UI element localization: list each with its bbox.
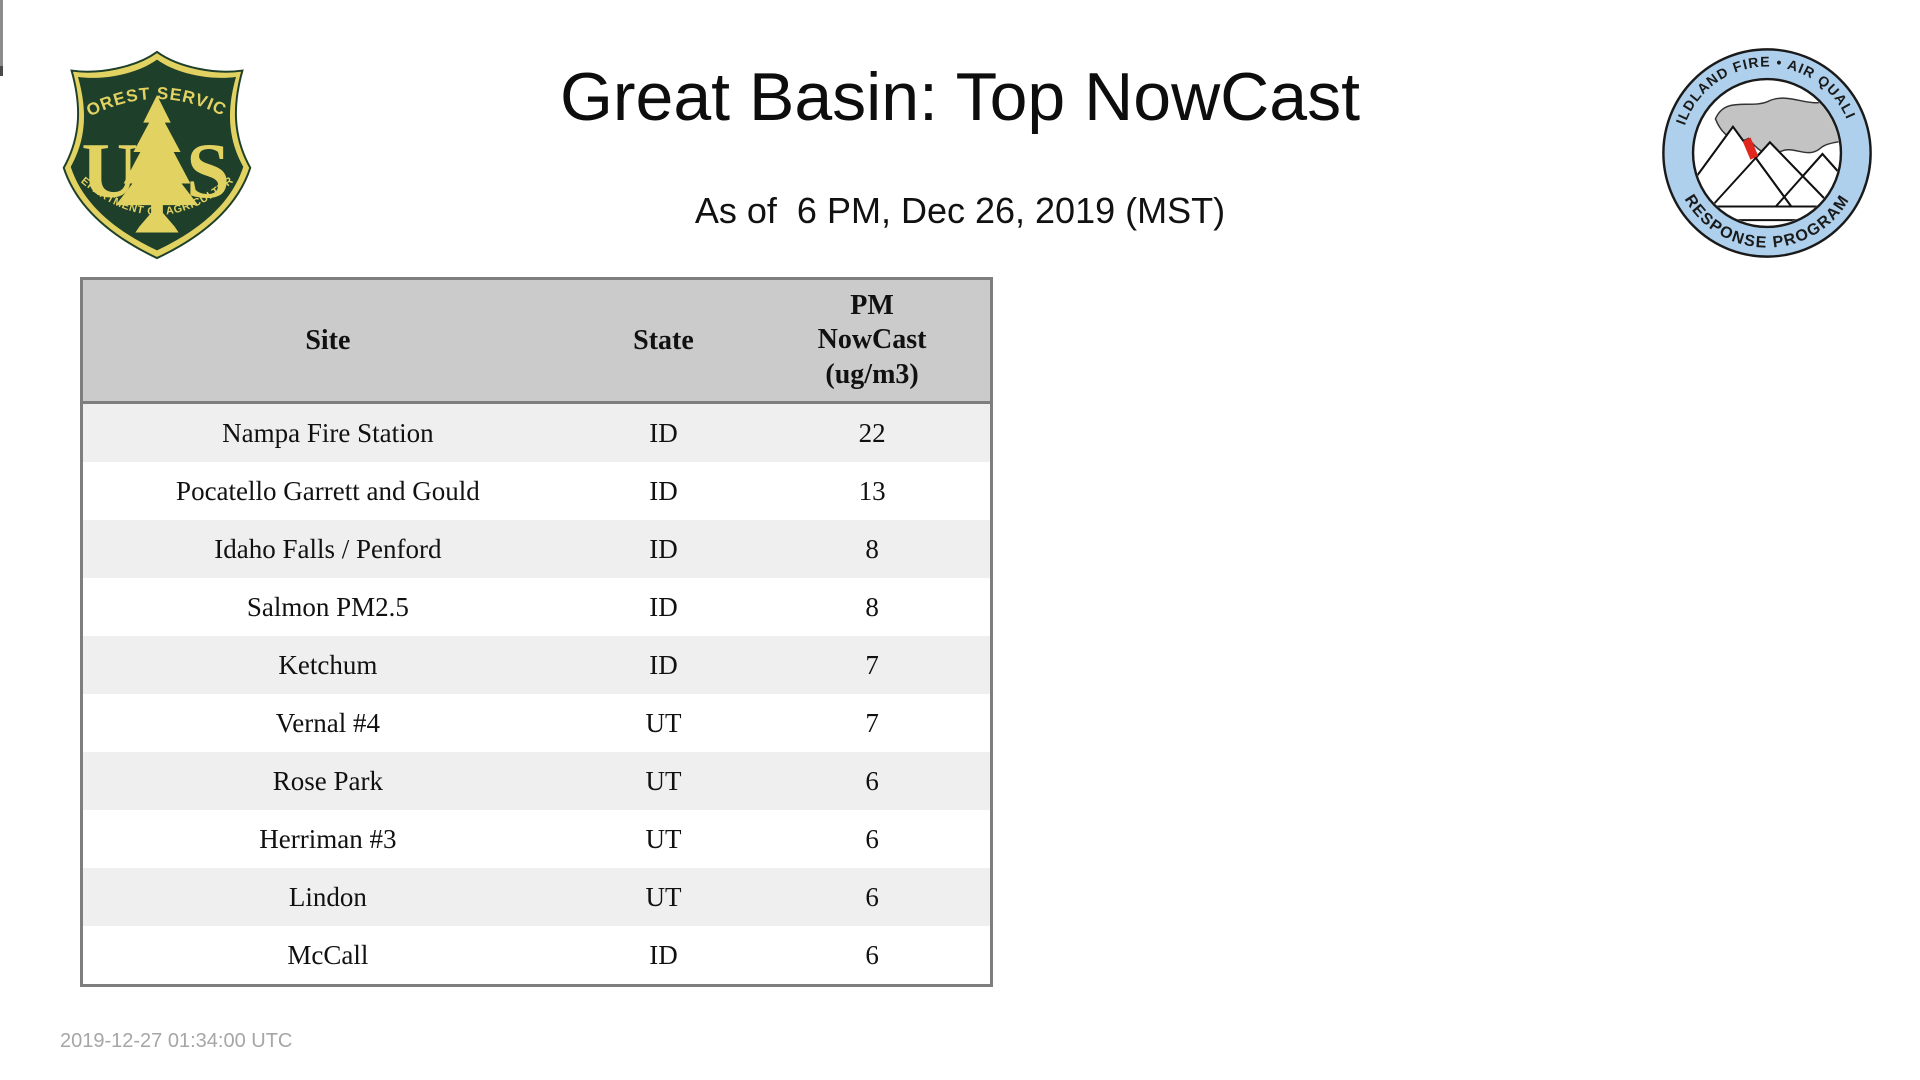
value-cell: 8 — [865, 591, 879, 622]
usfs-tree-icon — [115, 95, 199, 233]
value-cell: 6 — [865, 823, 879, 854]
value-cell: 6 — [865, 765, 879, 796]
table-row: Ketchum ID 7 — [83, 636, 990, 694]
value-cell: 6 — [865, 939, 879, 970]
flame-marker-icon — [1742, 137, 1759, 160]
value-cell: 6 — [865, 881, 879, 912]
state-cell: ID — [649, 475, 678, 506]
screen-edge-artifact — [0, 0, 3, 76]
wfaqrp-seal-icon: WILDLAND FIRE • AIR QUALITY RESPONSE PRO… — [1652, 32, 1872, 258]
state-cell: UT — [645, 881, 682, 912]
header-state: State — [633, 324, 694, 356]
value-cell: 13 — [858, 475, 886, 506]
table-row: Lindon UT 6 — [83, 868, 990, 926]
state-cell: ID — [649, 649, 678, 680]
header-pm-line1: PM — [850, 290, 894, 322]
site-cell: McCall — [287, 939, 369, 970]
site-cell: Lindon — [288, 881, 367, 912]
header-pm-nowcast: PM NowCast (ug/m3) — [754, 289, 990, 391]
value-cell: 7 — [865, 707, 879, 738]
site-cell: Herriman #3 — [259, 823, 397, 854]
table-row: Idaho Falls / Penford ID 8 — [83, 520, 990, 578]
table-row: Herriman #3 UT 6 — [83, 810, 990, 868]
state-cell: UT — [645, 707, 682, 738]
footer-timestamp: 2019-12-27 01:34:00 UTC — [60, 1030, 293, 1052]
table-row: Vernal #4 UT 7 — [83, 694, 990, 752]
table-row: McCall ID 6 — [83, 926, 990, 984]
state-cell: ID — [649, 533, 678, 564]
nowcast-table: Site State PM NowCast (ug/m3) Nampa Fire… — [80, 277, 993, 987]
table-row: Pocatello Garrett and Gould ID 13 — [83, 462, 990, 520]
table-row: Nampa Fire Station ID 22 — [83, 404, 990, 462]
table-row: Salmon PM2.5 ID 8 — [83, 578, 990, 636]
header-site: Site — [305, 324, 351, 356]
site-cell: Nampa Fire Station — [222, 417, 434, 448]
site-cell: Pocatello Garrett and Gould — [176, 475, 480, 506]
page-subtitle: As of 6 PM, Dec 26, 2019 (MST) — [694, 190, 1226, 231]
value-cell: 22 — [858, 417, 886, 448]
state-cell: ID — [649, 417, 678, 448]
site-cell: Rose Park — [272, 765, 383, 796]
wfaqrp-logo: WILDLAND FIRE • AIR QUALITY RESPONSE PRO… — [1652, 32, 1875, 261]
state-cell: ID — [649, 939, 678, 970]
site-cell: Vernal #4 — [275, 707, 380, 738]
value-cell: 8 — [865, 533, 879, 564]
site-cell: Ketchum — [278, 649, 378, 680]
site-cell: Idaho Falls / Penford — [214, 533, 442, 564]
value-cell: 7 — [865, 649, 879, 680]
state-cell: ID — [649, 591, 678, 622]
header-pm-line3: (ug/m3) — [825, 358, 919, 390]
table-row: Rose Park UT 6 — [83, 752, 990, 810]
state-cell: UT — [645, 765, 682, 796]
page-title: Great Basin: Top NowCast — [560, 59, 1360, 135]
table-header-row: Site State PM NowCast (ug/m3) — [83, 280, 990, 404]
header-pm-line2: NowCast — [817, 324, 927, 356]
state-cell: UT — [645, 823, 682, 854]
site-cell: Salmon PM2.5 — [246, 591, 409, 622]
